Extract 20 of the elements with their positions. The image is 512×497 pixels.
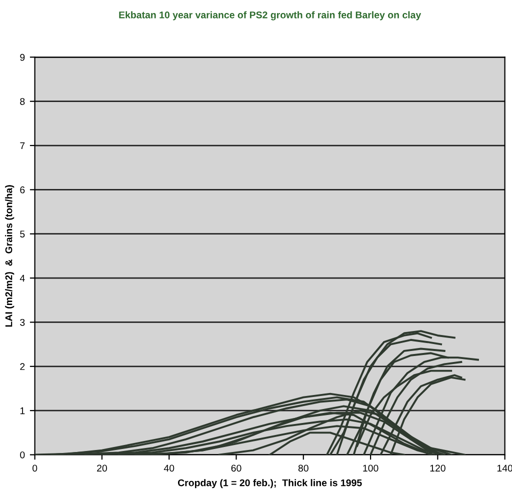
y-tick-label: 8 (20, 98, 25, 105)
y-tick-label: 4 (20, 274, 25, 282)
y-axis-title: LAI (m2/m2) & Grains (ton/ha) (5, 185, 14, 327)
y-tick-label: 2 (20, 363, 25, 370)
chart-title: Ekbatan 10 year variance of PS2 growth of rain fed Barley on clay (119, 11, 422, 20)
y-tick-label: 7 (20, 142, 25, 150)
x-tick-label: 60 (231, 464, 242, 472)
y-tick-label: 3 (20, 318, 25, 326)
y-tick-label: 6 (20, 186, 25, 194)
x-axis-title: Cropday (1 = 20 feb.); Thick line is 1995 (178, 479, 362, 488)
y-tick-label: 1 (20, 407, 25, 414)
y-tick-label: 0 (20, 451, 25, 458)
y-tick-label: 9 (20, 54, 25, 61)
x-tick-label: 100 (363, 464, 378, 472)
x-tick-label: 20 (97, 464, 107, 472)
x-tick-label: 0 (32, 464, 38, 472)
x-tick-label: 120 (430, 464, 446, 472)
x-tick-label: 80 (298, 464, 308, 472)
x-tick-label: 40 (164, 464, 174, 472)
y-tick-label: 5 (20, 230, 25, 238)
